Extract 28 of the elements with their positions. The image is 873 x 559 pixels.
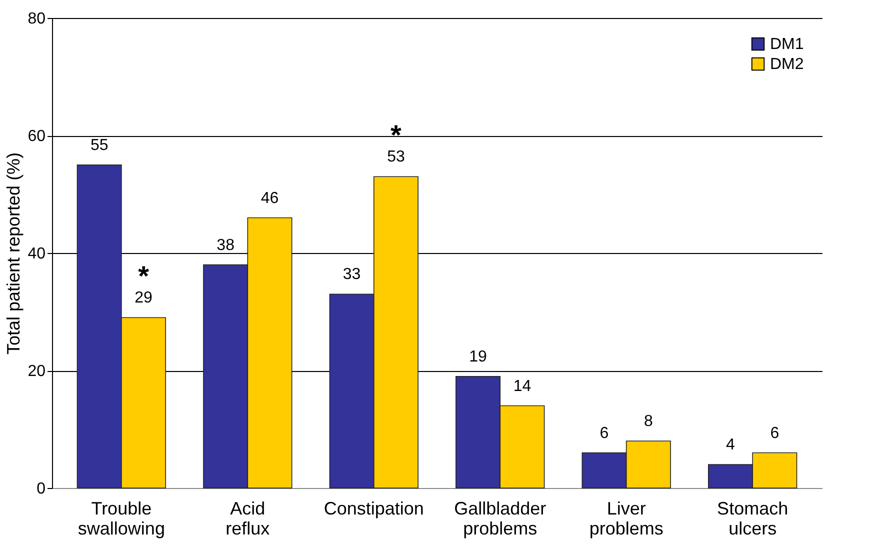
data-label: 29	[134, 290, 153, 307]
x-tick-label: Trouble swallowing	[78, 498, 165, 538]
data-label: 4	[726, 436, 736, 454]
x-tick-label: Stomach ulcers	[717, 498, 788, 538]
y-tick-label: 40	[28, 246, 46, 262]
data-label: 8	[644, 413, 653, 430]
data-label: 33	[342, 266, 361, 284]
x-tick-label: Liver problems	[589, 498, 664, 538]
data-label: 46	[260, 190, 279, 207]
x-tick-label: Constipation	[324, 498, 424, 518]
data-label: 53	[387, 148, 405, 166]
y-tick-label: 0	[36, 480, 46, 498]
y-tick-label: 60	[28, 128, 46, 145]
legend-label: DM2	[770, 56, 804, 73]
data-label: 19	[469, 348, 488, 366]
data-label: 38	[216, 236, 235, 254]
data-label: 6	[770, 424, 780, 442]
annotation: *	[390, 120, 402, 151]
data-label: 6	[600, 424, 609, 442]
data-label: 55	[90, 136, 108, 154]
data-label: 14	[513, 378, 532, 395]
x-tick-label: Gallbladder problems	[454, 498, 546, 538]
y-tick-label: 20	[28, 363, 46, 380]
y-axis-title: Total patient reported (%)	[4, 152, 24, 355]
x-tick-label: Acid reflux	[226, 498, 270, 538]
annotation: *	[138, 260, 150, 292]
y-tick-label: 80	[28, 10, 46, 28]
legend-label: DM1	[770, 36, 804, 53]
